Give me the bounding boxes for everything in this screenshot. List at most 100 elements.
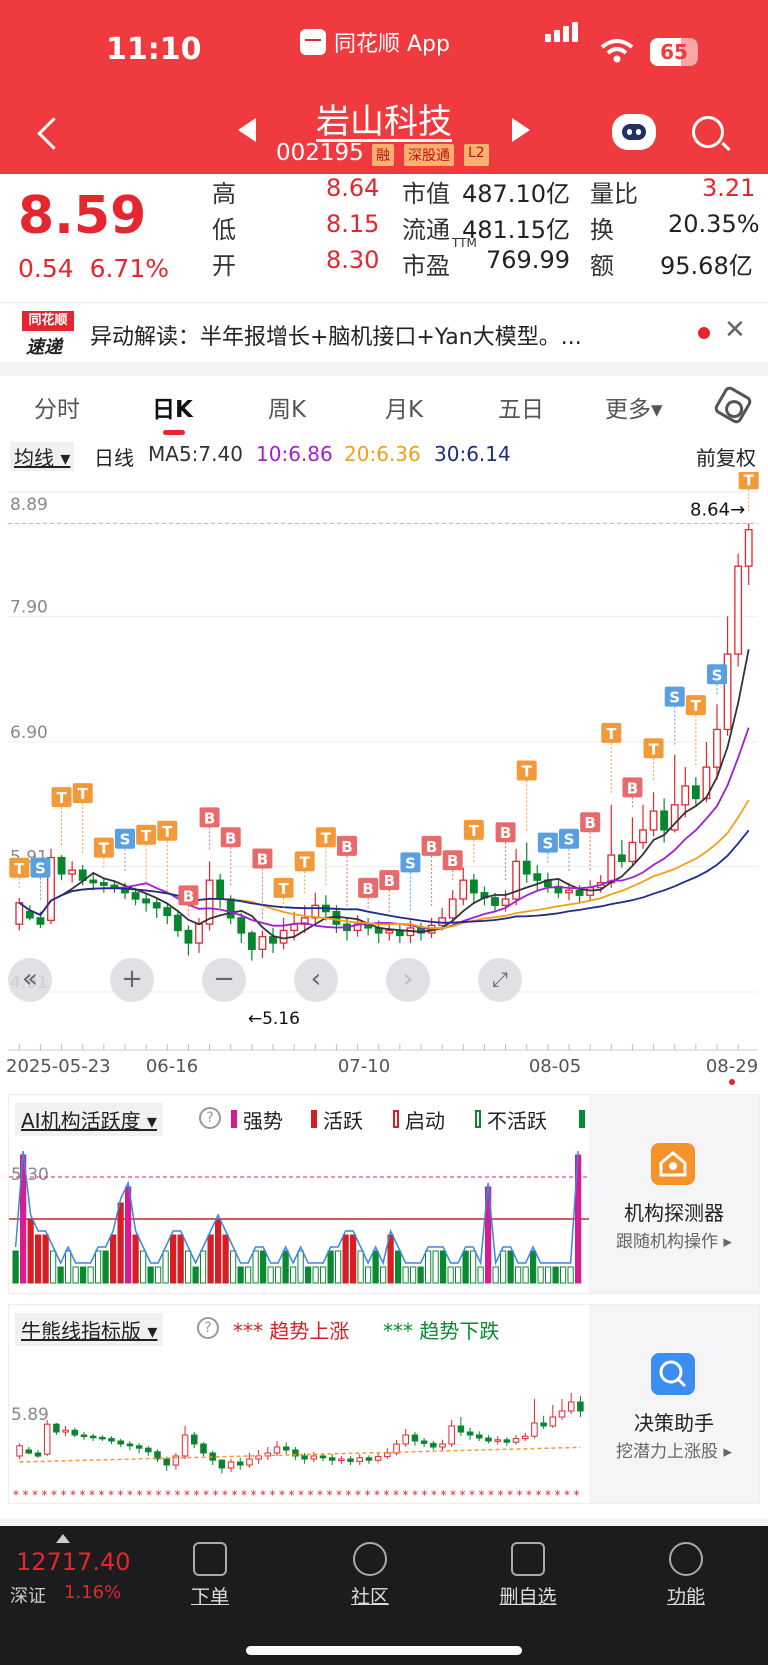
bb-candle (476, 1434, 483, 1439)
back-button[interactable] (30, 110, 70, 160)
signal-label: S (405, 854, 416, 872)
bb-candle (25, 1449, 33, 1454)
bb-up-star: * (70, 1488, 76, 1502)
candle-body (195, 923, 203, 944)
turnover-value: 20.35% (668, 210, 760, 238)
decision-icon (651, 1353, 695, 1395)
fullscreen-icon[interactable]: ⤢ (478, 958, 522, 1002)
candle-body (226, 898, 235, 919)
scroll-left-icon[interactable]: ‹ (294, 958, 338, 1002)
index-percent: 1.16% (64, 1582, 122, 1603)
bb-up-star: * (336, 1488, 342, 1502)
bb-candle (393, 1443, 400, 1454)
bb-candle (62, 1429, 69, 1433)
signal-label: T (162, 823, 173, 841)
activity-bar (455, 1266, 462, 1284)
zoom-out-icon[interactable]: − (202, 958, 246, 1002)
ai-activity-bars[interactable] (9, 1143, 589, 1293)
next-stock-button[interactable] (512, 118, 530, 142)
activity-bar (155, 1266, 162, 1284)
candle-body (216, 879, 225, 900)
signal-badge (136, 824, 157, 845)
ma-select[interactable]: 均线 ▾ (10, 442, 75, 471)
candlestick-chart[interactable]: 8.897.906.905.914.918.64→TSTTTSTTBBBBTTT… (0, 472, 768, 1092)
bb-up-star: * (80, 1488, 86, 1502)
app-logo-icon (300, 29, 326, 55)
activity-bar (207, 1234, 214, 1284)
news-ticker[interactable]: 同花顺 速递 异动解读：半年报增长+脑机接口+Yan大模型。... ✕ (0, 302, 768, 362)
signal-label: B (426, 838, 437, 856)
bb-up-star: * (232, 1488, 238, 1502)
bull-bear-chart[interactable]: * * * * * * * * * * * * * * * * * * * * * * * * * * * * * * * * * * * * * * * *… (9, 1353, 589, 1503)
candle-body (628, 841, 637, 862)
candle-body (205, 879, 214, 925)
search-icon[interactable] (692, 116, 724, 148)
scroll-right-icon[interactable]: › (386, 958, 430, 1002)
activity-bar (545, 1266, 552, 1284)
bb-candle (466, 1431, 474, 1436)
signal-label: B (341, 838, 352, 856)
ma10-line (18, 727, 750, 931)
y-tick-label: 6.90 (10, 723, 48, 743)
prev-stock-button[interactable] (238, 118, 256, 142)
tab-five-day[interactable]: 五日 (498, 397, 544, 423)
signal-label: T (278, 880, 289, 898)
ai-activity-select[interactable]: AI机构活跃度 ▾ (15, 1103, 163, 1136)
candle-body (713, 728, 721, 768)
tab-intraday[interactable]: 分时 (34, 397, 80, 423)
bb-up-star: * (488, 1488, 494, 1502)
nav-remove-watchlist[interactable]: 删自选 (488, 1536, 568, 1609)
bull-bear-select[interactable]: 牛熊线指标版 ▾ (15, 1313, 164, 1346)
candle-body (469, 879, 478, 894)
bb-up-star: * (289, 1488, 295, 1502)
activity-bar (477, 1266, 484, 1284)
tab-more[interactable]: 更多▾ (605, 397, 663, 423)
bb-up-star: * (564, 1488, 570, 1502)
high-label: 高 (212, 180, 236, 208)
signal-badge (294, 851, 315, 872)
news-logo: 同花顺 速递 (22, 311, 74, 358)
index-value[interactable]: 12717.40 (16, 1548, 131, 1576)
tab-weekly[interactable]: 周K (268, 397, 307, 423)
open-value: 8.30 (326, 246, 380, 274)
ai-activity-panel: AI机构活跃度 ▾ ? 强势 活跃 启动 不活跃 弱势 5.30 机构探测器 跟… (8, 1094, 760, 1294)
nav-order[interactable]: 下单 (170, 1536, 250, 1609)
institution-detector-card[interactable]: 机构探测器 跟随机构操作 ▸ (589, 1095, 759, 1293)
decision-helper-card[interactable]: 决策助手 挖潜力上涨股 ▸ (589, 1305, 759, 1503)
tab-monthly[interactable]: 月K (385, 397, 424, 423)
candle-body (448, 898, 457, 919)
help-icon[interactable]: ? (197, 1317, 219, 1339)
ai-assistant-icon[interactable] (612, 114, 656, 150)
activity-bar (327, 1250, 334, 1284)
close-icon[interactable]: ✕ (724, 315, 746, 345)
stock-name[interactable]: 岩山科技 (316, 102, 452, 142)
settings-icon[interactable] (712, 384, 754, 426)
app-name: 同花顺 App (334, 32, 450, 57)
activity-bar (402, 1266, 409, 1284)
adjust-label[interactable]: 前复权 (696, 446, 756, 470)
bottom-nav: 12717.40 深证 1.16% 下单 社区 删自选 功能 (0, 1526, 768, 1665)
news-text[interactable]: 异动解读：半年报增长+脑机接口+Yan大模型。... (90, 325, 582, 350)
nav-community[interactable]: 社区 (330, 1536, 410, 1609)
help-icon[interactable]: ? (199, 1107, 221, 1129)
ma5-line (18, 649, 750, 940)
signal-label: T (522, 763, 533, 781)
bb-up-star: * (99, 1488, 105, 1502)
bb-candle (430, 1442, 437, 1448)
activity-bar (35, 1234, 42, 1284)
collapse-left-icon[interactable]: « (8, 958, 52, 1002)
zoom-in-icon[interactable]: + (110, 958, 154, 1002)
candle-body (744, 529, 753, 567)
activity-bar (492, 1266, 499, 1284)
signal-badge (580, 812, 601, 833)
status-time: 11:10 (106, 32, 202, 67)
tab-daily[interactable]: 日K (152, 397, 193, 423)
low-marker-label: ←5.16 (248, 1009, 300, 1029)
signal-label: B (183, 887, 194, 905)
bb-candle (200, 1443, 207, 1454)
nav-functions[interactable]: 功能 (646, 1536, 726, 1609)
activity-bar (27, 1218, 34, 1284)
candle-body (649, 810, 658, 831)
activity-bar (102, 1250, 109, 1284)
tag-l2: L2 (464, 144, 489, 166)
